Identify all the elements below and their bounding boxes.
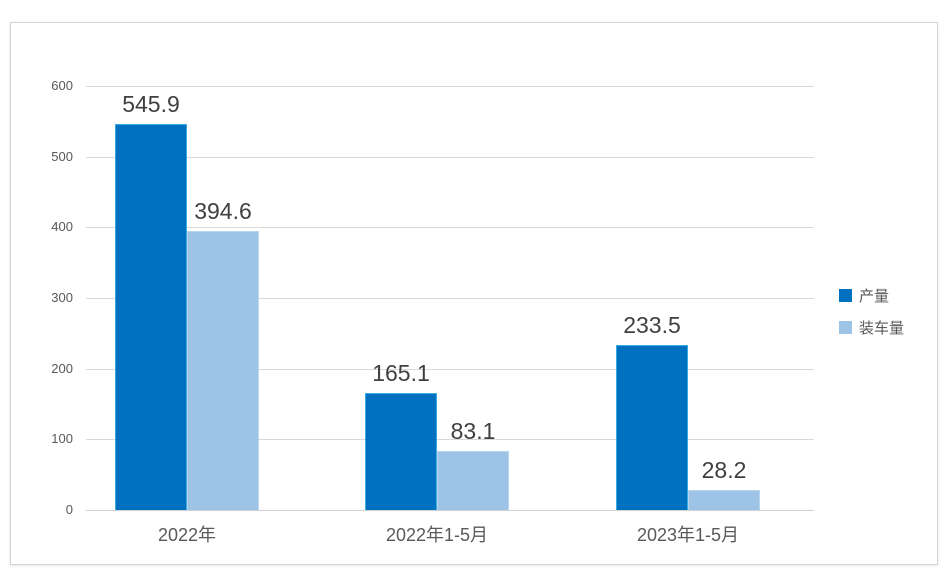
bar-产量-2022年1-5月 xyxy=(365,393,437,510)
data-label-产量-2022年: 545.9 xyxy=(122,91,180,118)
data-label-装车量-2022年1-5月: 83.1 xyxy=(450,418,496,445)
gridline-y500 xyxy=(86,157,814,158)
y-axis-tick-label: 0 xyxy=(65,502,73,517)
legend-label: 产量 xyxy=(859,287,890,305)
legend: 产量 装车量 xyxy=(839,285,904,349)
data-label-产量-2023年1-5月: 233.5 xyxy=(623,311,681,338)
y-axis-tick-label: 200 xyxy=(51,361,73,376)
y-axis-tick-label: 600 xyxy=(51,78,73,93)
x-axis-category-label: 2022年 xyxy=(157,525,217,545)
x-axis-category-label: 2023年1-5月 xyxy=(636,525,740,545)
gridline-y300 xyxy=(86,298,814,299)
data-label-产量-2022年1-5月: 165.1 xyxy=(372,360,430,387)
y-axis-tick-label: 500 xyxy=(51,149,73,164)
data-label-装车量-2022年: 394.6 xyxy=(194,198,252,225)
bar-产量-2022年 xyxy=(115,124,187,510)
legend-swatch-icon xyxy=(839,320,852,334)
y-axis-tick-label: 300 xyxy=(51,290,73,305)
bar-装车量-2022年 xyxy=(187,231,259,510)
x-axis-category-label: 2022年1-5月 xyxy=(385,525,489,545)
bar-装车量-2023年1-5月 xyxy=(688,490,760,510)
chart-frame: 0 100 200 300 400 500 600 545.9 394.6 2022年 165.1 8… xyxy=(10,22,938,565)
gridline-y600 xyxy=(86,86,814,87)
gridline-y100 xyxy=(86,439,814,440)
gridline-y200 xyxy=(86,369,814,370)
legend-swatch-icon xyxy=(839,288,852,302)
bar-装车量-2022年1-5月 xyxy=(437,451,509,510)
y-axis-tick-label: 100 xyxy=(51,431,73,446)
legend-item-装车量: 装车量 xyxy=(839,317,904,337)
y-axis-tick-label: 400 xyxy=(51,219,73,234)
legend-item-产量: 产量 xyxy=(839,285,904,305)
x-axis-line xyxy=(86,510,814,511)
gridline-y400 xyxy=(86,227,814,228)
data-label-装车量-2023年1-5月: 28.2 xyxy=(701,457,747,484)
bar-产量-2023年1-5月 xyxy=(616,344,688,510)
legend-label: 装车量 xyxy=(859,319,905,337)
